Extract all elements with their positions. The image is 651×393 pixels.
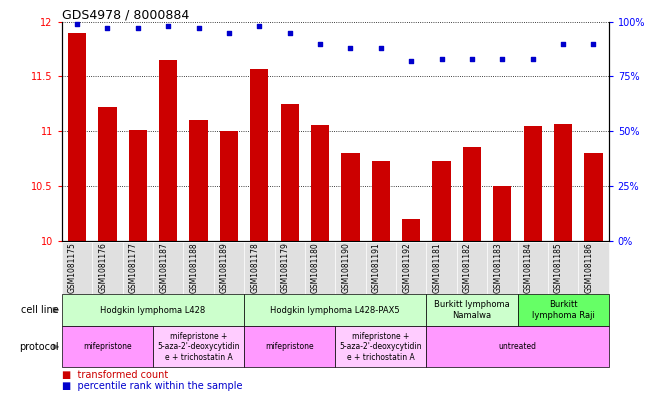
Point: [224, 29, 234, 36]
Bar: [523, 126, 542, 241]
Text: ■  percentile rank within the sample: ■ percentile rank within the sample: [62, 381, 242, 391]
Point: [193, 25, 204, 31]
Bar: [159, 60, 177, 241]
Point: [467, 56, 477, 62]
Bar: [402, 219, 421, 241]
Point: [315, 40, 326, 47]
Text: mifepristone: mifepristone: [266, 342, 314, 351]
Text: GSM1081191: GSM1081191: [372, 242, 381, 294]
Point: [345, 45, 355, 51]
Bar: [554, 123, 572, 241]
Text: GSM1081179: GSM1081179: [281, 242, 290, 294]
Point: [589, 40, 599, 47]
Text: Burkitt lymphoma
Namalwa: Burkitt lymphoma Namalwa: [434, 300, 510, 320]
Text: ■  transformed count: ■ transformed count: [62, 369, 168, 380]
Text: GSM1081181: GSM1081181: [433, 243, 441, 293]
Bar: [250, 69, 268, 241]
Bar: [281, 104, 299, 241]
Text: GSM1081178: GSM1081178: [251, 242, 259, 294]
Text: Burkitt
lymphoma Raji: Burkitt lymphoma Raji: [532, 300, 594, 320]
Point: [254, 23, 264, 29]
Bar: [585, 153, 603, 241]
Point: [406, 58, 417, 64]
Point: [558, 40, 568, 47]
Text: Hodgkin lymphoma L428-PAX5: Hodgkin lymphoma L428-PAX5: [270, 306, 400, 314]
Text: GSM1081175: GSM1081175: [68, 242, 77, 294]
Text: mifepristone: mifepristone: [83, 342, 132, 351]
Point: [527, 56, 538, 62]
Bar: [432, 161, 450, 241]
Point: [133, 25, 143, 31]
Point: [436, 56, 447, 62]
Bar: [189, 120, 208, 241]
Text: GSM1081192: GSM1081192: [402, 242, 411, 294]
Bar: [372, 161, 390, 241]
Bar: [463, 147, 481, 241]
Text: GSM1081186: GSM1081186: [585, 242, 594, 294]
Text: untreated: untreated: [499, 342, 536, 351]
Bar: [129, 130, 147, 241]
Text: GSM1081185: GSM1081185: [554, 242, 563, 294]
Text: GDS4978 / 8000884: GDS4978 / 8000884: [62, 9, 189, 22]
Point: [497, 56, 508, 62]
Text: GSM1081188: GSM1081188: [189, 243, 199, 293]
Text: GSM1081183: GSM1081183: [493, 242, 503, 294]
Text: Hodgkin lymphoma L428: Hodgkin lymphoma L428: [100, 306, 206, 314]
Point: [72, 21, 82, 27]
Point: [163, 23, 173, 29]
Text: cell line: cell line: [21, 305, 59, 315]
Point: [284, 29, 295, 36]
Bar: [220, 131, 238, 241]
Text: GSM1081184: GSM1081184: [524, 242, 533, 294]
Text: GSM1081180: GSM1081180: [311, 242, 320, 294]
Text: mifepristone +
5-aza-2'-deoxycytidin
e + trichostatin A: mifepristone + 5-aza-2'-deoxycytidin e +…: [340, 332, 422, 362]
Bar: [341, 153, 359, 241]
Bar: [98, 107, 117, 241]
Text: protocol: protocol: [19, 342, 59, 352]
Text: GSM1081176: GSM1081176: [98, 242, 107, 294]
Text: GSM1081187: GSM1081187: [159, 242, 168, 294]
Text: GSM1081190: GSM1081190: [342, 242, 350, 294]
Text: GSM1081189: GSM1081189: [220, 242, 229, 294]
Bar: [493, 186, 512, 241]
Text: GSM1081182: GSM1081182: [463, 243, 472, 293]
Text: mifepristone +
5-aza-2'-deoxycytidin
e + trichostatin A: mifepristone + 5-aza-2'-deoxycytidin e +…: [158, 332, 240, 362]
Text: GSM1081177: GSM1081177: [129, 242, 138, 294]
Bar: [311, 125, 329, 241]
Bar: [68, 33, 86, 241]
Point: [102, 25, 113, 31]
Point: [376, 45, 386, 51]
